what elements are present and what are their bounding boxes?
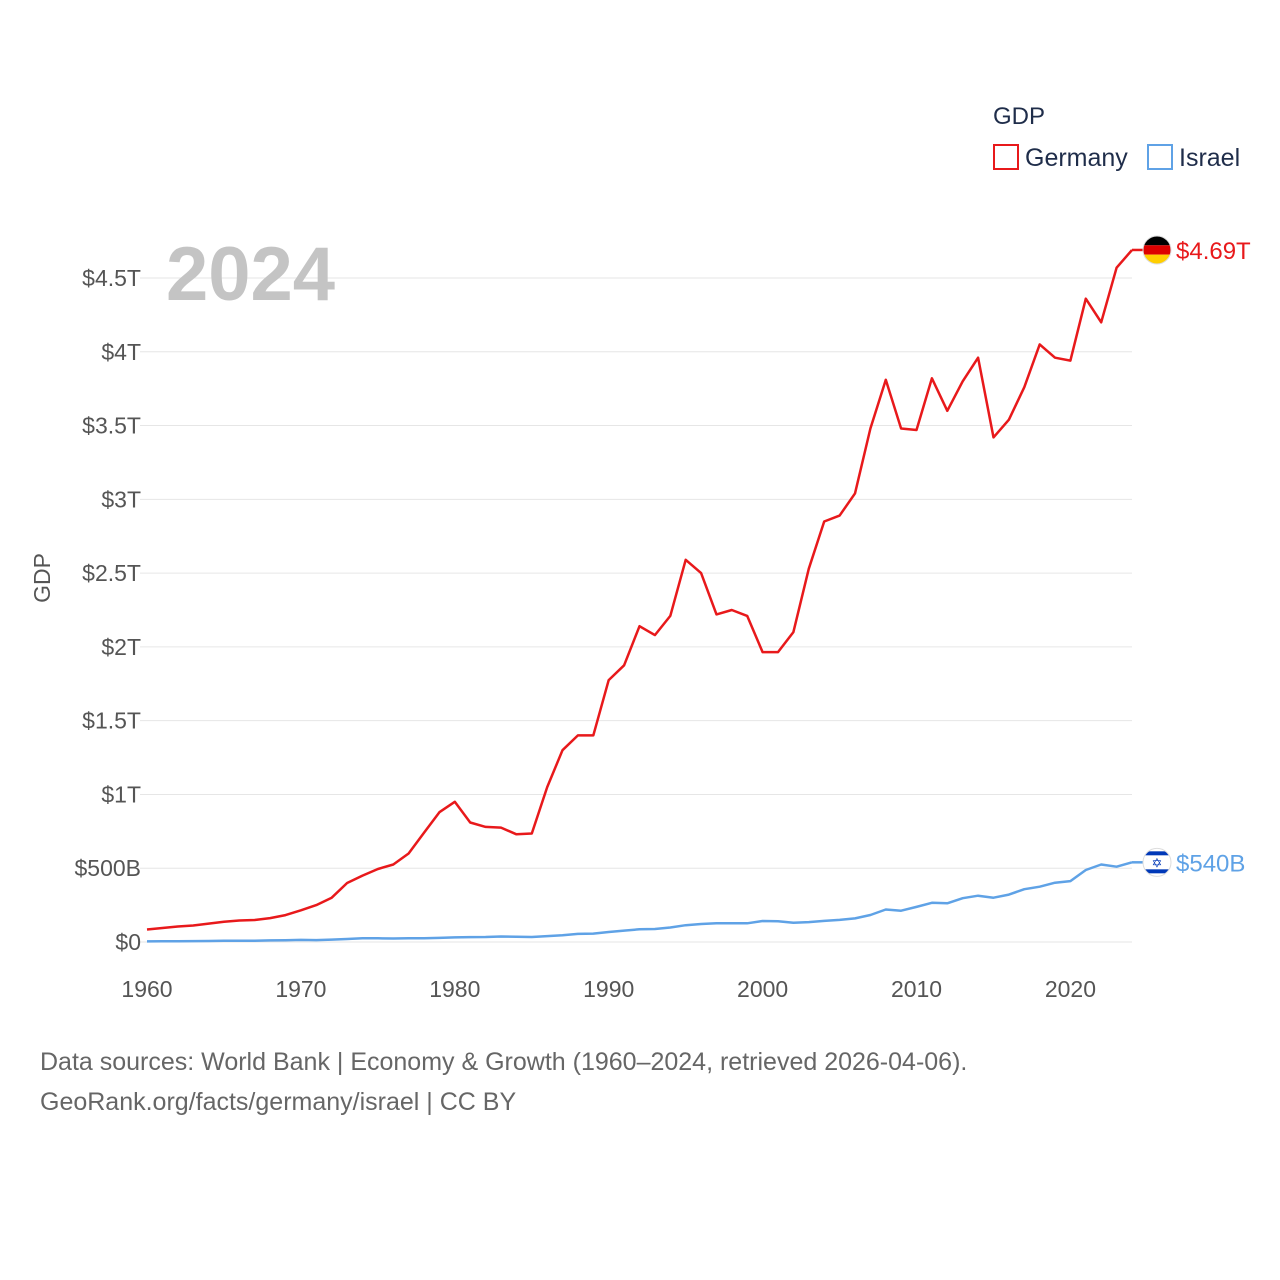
svg-text:✡: ✡ [1152,856,1163,871]
germany-flag-icon [1142,235,1172,265]
legend-title: GDP [993,103,1045,130]
y-tick-label: $500B [74,855,141,881]
source-note: Data sources: World Bank | Economy & Gro… [40,1042,1240,1122]
series-lines [146,249,1133,943]
x-axis-ticks: 1960 1970 1980 1990 2000 2010 2020 [121,976,1096,1002]
source-line-link[interactable]: GeoRank.org/facts/germany/israel | CC BY [40,1088,517,1116]
x-tick-label: 2000 [737,976,788,1002]
y-tick-label: $1T [101,781,141,807]
y-tick-label: $2.5T [82,560,141,586]
end-value-label-germany: $4.69T [1176,238,1251,265]
x-tick-label: 2010 [891,976,942,1002]
y-tick-label: $3T [101,486,141,512]
legend[interactable]: GDP Germany Israel [993,103,1240,172]
gridlines [140,277,1132,943]
legend-label-germany: Germany [1025,144,1128,172]
y-tick-label: $0 [115,929,141,955]
source-line-data: Data sources: World Bank | Economy & Gro… [40,1048,968,1076]
israel-flag-icon: ✡ [1142,847,1172,877]
y-tick-label: $3.5T [82,413,141,439]
y-axis-title: GDP [29,553,55,603]
y-tick-label: $1.5T [82,708,141,734]
x-tick-label: 1990 [583,976,634,1002]
y-tick-label: $4T [101,339,141,365]
x-tick-label: 1980 [429,976,480,1002]
legend-item-germany[interactable]: Germany [993,144,1128,172]
y-tick-label: $4.5T [82,265,141,291]
y-tick-label: $2T [101,634,141,660]
end-markers: $4.69T ✡ $540B [1132,235,1251,877]
x-tick-label: 1970 [275,976,326,1002]
series-line-israel[interactable] [146,861,1133,943]
year-label: 2024 [166,232,335,317]
legend-swatch-israel [1147,144,1173,170]
legend-item-israel[interactable]: Israel [1147,144,1240,172]
end-value-label-israel: $540B [1176,850,1245,877]
x-tick-label: 2020 [1045,976,1096,1002]
y-axis-ticks: $0 $500B $1T $1.5T $2T $2.5T $3T $3.5T $4T $4.5T [74,265,141,955]
legend-label-israel: Israel [1179,144,1240,172]
series-line-germany[interactable] [146,249,1133,931]
legend-swatch-germany [993,144,1019,170]
x-tick-label: 1960 [121,976,172,1002]
